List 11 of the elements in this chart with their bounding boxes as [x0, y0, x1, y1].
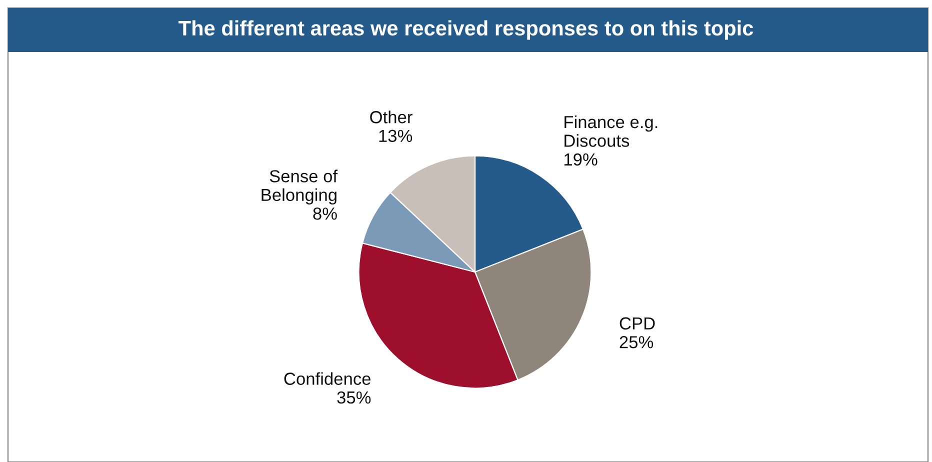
slice-label: Sense of Belonging	[262, 170, 338, 205]
data-label: 13%	[379, 130, 412, 142]
data-label: 19%	[564, 153, 598, 166]
slice-label: Finance e.g. Discouts	[564, 115, 658, 147]
slice-label: Confidence	[284, 372, 371, 385]
data-label: 8%	[313, 208, 337, 220]
slice-label: Other	[370, 110, 412, 124]
slice-label: CPD	[620, 317, 655, 330]
chart-title: The different areas we received responses to on this topic	[178, 20, 754, 40]
data-label: 25%	[620, 336, 654, 348]
data-label: 35%	[337, 391, 371, 404]
